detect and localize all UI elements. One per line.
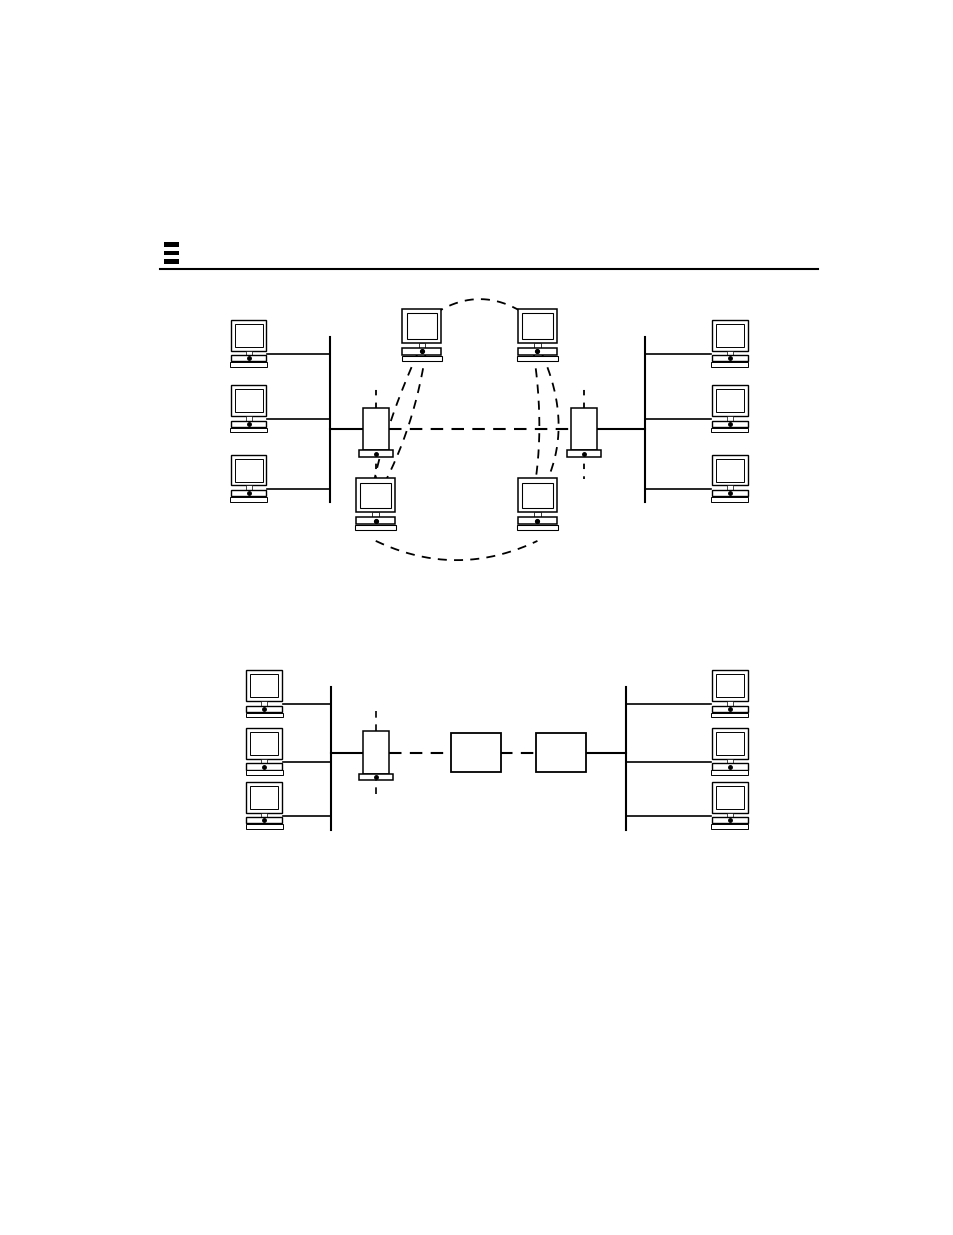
Bar xyxy=(358,774,393,781)
Bar xyxy=(231,454,266,485)
Bar xyxy=(716,324,743,347)
Bar xyxy=(230,427,267,432)
Bar xyxy=(164,251,179,256)
Bar xyxy=(355,478,395,513)
Bar xyxy=(712,356,747,362)
Bar xyxy=(521,314,552,338)
Bar xyxy=(250,785,277,809)
Bar xyxy=(517,517,557,524)
Bar xyxy=(712,705,747,711)
Bar xyxy=(406,314,436,338)
Bar xyxy=(451,734,500,772)
Bar xyxy=(250,732,277,755)
Bar xyxy=(231,385,266,416)
Bar xyxy=(712,385,747,416)
Bar xyxy=(711,771,748,776)
Bar xyxy=(261,813,267,818)
Bar xyxy=(711,496,748,501)
Bar xyxy=(726,416,732,421)
Bar xyxy=(246,763,281,769)
Bar xyxy=(712,727,747,758)
Bar xyxy=(164,242,179,247)
Bar xyxy=(231,421,266,427)
Bar xyxy=(726,351,732,356)
Bar xyxy=(402,348,441,354)
Bar xyxy=(246,705,281,711)
Bar xyxy=(711,824,748,829)
Bar xyxy=(246,782,281,813)
Bar xyxy=(418,343,425,348)
Bar xyxy=(261,758,267,763)
Bar xyxy=(245,351,252,356)
Bar xyxy=(517,356,558,361)
Bar xyxy=(726,485,732,490)
Bar xyxy=(712,454,747,485)
Bar xyxy=(711,427,748,432)
Bar xyxy=(517,525,558,530)
Bar xyxy=(716,732,743,755)
Bar xyxy=(231,490,266,496)
Bar xyxy=(521,483,552,508)
Bar xyxy=(517,478,557,513)
Bar xyxy=(245,416,252,421)
Bar xyxy=(246,727,281,758)
Bar xyxy=(726,701,732,705)
Bar xyxy=(716,674,743,698)
Bar xyxy=(164,259,179,264)
Bar xyxy=(245,824,282,829)
Bar xyxy=(712,671,747,701)
Bar xyxy=(234,324,262,347)
Bar xyxy=(566,451,600,457)
Bar xyxy=(358,451,393,457)
Bar xyxy=(355,525,395,530)
Bar xyxy=(230,496,267,501)
Bar xyxy=(355,517,395,524)
Bar xyxy=(712,782,747,813)
Bar xyxy=(570,408,596,451)
Bar xyxy=(261,701,267,705)
Bar xyxy=(726,813,732,818)
Bar xyxy=(711,362,748,367)
Bar xyxy=(535,734,585,772)
Bar xyxy=(245,713,282,718)
Bar xyxy=(712,490,747,496)
Bar xyxy=(712,421,747,427)
Bar xyxy=(245,771,282,776)
Bar xyxy=(712,763,747,769)
Bar xyxy=(401,356,442,361)
Bar xyxy=(360,483,391,508)
Bar xyxy=(711,713,748,718)
Bar xyxy=(712,818,747,824)
Bar xyxy=(402,309,441,343)
Bar xyxy=(534,513,540,517)
Bar xyxy=(712,320,747,351)
Bar xyxy=(245,485,252,490)
Bar xyxy=(234,389,262,412)
Bar xyxy=(716,389,743,412)
Bar xyxy=(231,356,266,362)
Bar xyxy=(716,458,743,482)
Bar xyxy=(362,731,389,774)
Bar xyxy=(362,408,389,451)
Bar xyxy=(517,309,557,343)
Bar xyxy=(246,818,281,824)
Bar xyxy=(250,674,277,698)
Bar xyxy=(517,348,557,354)
Bar xyxy=(246,671,281,701)
Bar xyxy=(726,758,732,763)
Bar xyxy=(231,320,266,351)
Bar xyxy=(716,785,743,809)
Bar xyxy=(234,458,262,482)
Bar xyxy=(372,513,378,517)
Bar xyxy=(230,362,267,367)
Bar xyxy=(534,343,540,348)
